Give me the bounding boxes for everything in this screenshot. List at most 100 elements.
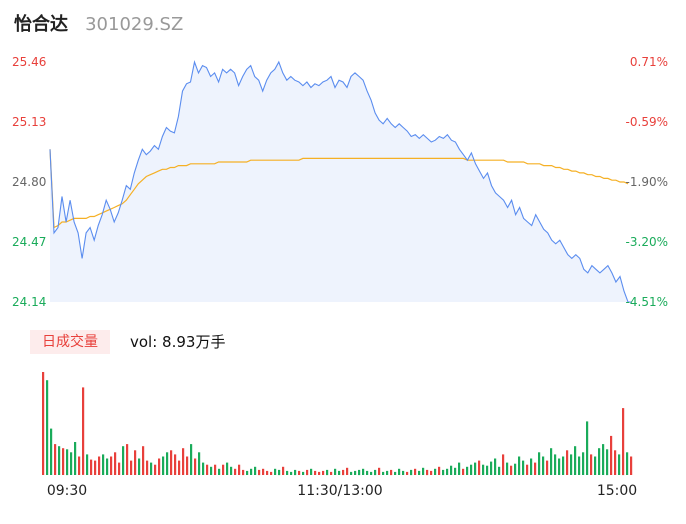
volume-bar	[590, 454, 593, 475]
volume-bar	[582, 452, 585, 475]
volume-bar	[454, 467, 457, 475]
volume-bar	[66, 449, 69, 476]
pct-tick-label: -4.51%	[626, 295, 668, 309]
avg-price-line	[49, 149, 629, 229]
volume-bar	[338, 470, 341, 475]
volume-bar	[490, 461, 493, 475]
volume-bar	[406, 471, 409, 475]
price-tick-label: 25.46	[12, 55, 46, 69]
volume-bar	[258, 469, 261, 476]
volume-bar	[46, 380, 49, 475]
volume-bar	[598, 448, 601, 475]
volume-bar	[138, 458, 141, 475]
volume-bar	[146, 460, 149, 475]
volume-bar	[382, 471, 385, 475]
volume-bar	[118, 462, 121, 475]
volume-bar	[538, 452, 541, 475]
volume-bar	[130, 460, 133, 475]
volume-bar	[442, 469, 445, 476]
volume-bar	[254, 466, 257, 475]
volume-bar	[50, 428, 53, 475]
volume-bar	[122, 446, 125, 475]
volume-bar	[150, 462, 153, 475]
volume-bar	[62, 448, 65, 475]
volume-bar	[350, 471, 353, 475]
volume-bar	[390, 469, 393, 476]
volume-bar	[522, 460, 525, 475]
volume-bar	[498, 466, 501, 475]
volume-bar	[298, 470, 301, 475]
volume-bar	[614, 450, 617, 475]
volume-bar	[166, 452, 169, 475]
volume-bar	[446, 468, 449, 475]
volume-bar	[262, 468, 265, 475]
volume-bar	[218, 468, 221, 475]
volume-bar	[302, 471, 305, 475]
volume-bar	[70, 452, 73, 475]
volume-bar	[110, 456, 113, 475]
volume-bar	[318, 471, 321, 475]
volume-bar	[238, 464, 241, 475]
volume-bar	[594, 456, 597, 475]
stock-name: 怡合达	[14, 14, 68, 35]
volume-bar	[226, 462, 229, 475]
volume-bar	[314, 470, 317, 475]
volume-bar	[430, 470, 433, 475]
volume-bar	[358, 469, 361, 476]
price-tick-label: 25.13	[12, 115, 46, 129]
time-tick-label: 15:00	[597, 483, 637, 499]
volume-bar	[474, 462, 477, 475]
volume-bar	[322, 470, 325, 475]
volume-bar	[558, 458, 561, 475]
volume-bar	[386, 470, 389, 475]
volume-bar	[610, 435, 613, 475]
volume-bar	[330, 471, 333, 475]
volume-bar	[126, 444, 129, 475]
volume-bar	[606, 449, 609, 476]
price-tick-label: 24.47	[12, 235, 46, 249]
volume-bar	[450, 465, 453, 475]
volume-bar	[214, 464, 217, 475]
volume-bar	[458, 462, 461, 475]
volume-bar	[194, 458, 197, 475]
volume-bar	[234, 468, 237, 475]
volume-bar	[434, 468, 437, 475]
volume-bar	[42, 372, 45, 475]
volume-bar	[422, 467, 425, 475]
pct-tick-label: 0.71%	[630, 55, 668, 69]
volume-bar	[246, 470, 249, 475]
volume-bar	[554, 454, 557, 475]
volume-bar	[470, 464, 473, 475]
volume-bar	[250, 468, 253, 475]
volume-bar	[630, 456, 633, 475]
volume-bar	[362, 468, 365, 475]
price-tick-label: 24.80	[12, 175, 46, 189]
volume-bar	[114, 452, 117, 475]
volume-bar	[286, 470, 289, 475]
volume-bar	[266, 470, 269, 475]
volume-bar	[106, 458, 109, 475]
volume-bar	[510, 465, 513, 475]
price-area	[50, 62, 632, 302]
volume-bar	[162, 456, 165, 475]
volume-bar	[210, 466, 213, 475]
volume-bar	[158, 458, 161, 475]
volume-bar	[102, 454, 105, 475]
volume-bar	[202, 462, 205, 475]
price-tick-label: 24.14	[12, 295, 46, 309]
pct-tick-label: -1.90%	[626, 175, 668, 189]
volume-bar	[134, 450, 137, 475]
volume-bar	[186, 456, 189, 475]
volume-bar	[514, 463, 517, 475]
volume-bar	[506, 462, 509, 475]
price-line	[49, 59, 632, 303]
volume-bar	[530, 458, 533, 475]
volume-bar	[414, 468, 417, 475]
volume-tab[interactable]: 日成交量	[30, 330, 110, 354]
volume-bar	[494, 458, 497, 475]
volume-bar	[282, 466, 285, 475]
volume-bar	[310, 468, 313, 475]
volume-bar	[542, 456, 545, 475]
title-row: 怡合达 301029.SZ	[14, 10, 183, 40]
